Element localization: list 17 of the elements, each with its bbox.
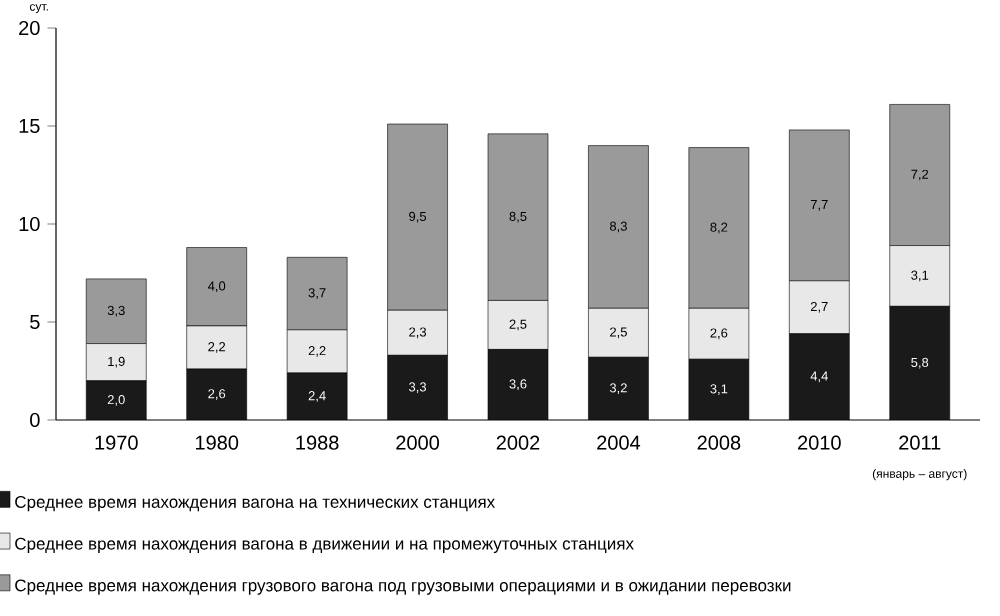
- x-tick-label: 2008: [697, 435, 741, 450]
- x-tick-label: 1970: [95, 435, 138, 450]
- x-tick-label: 2002: [496, 435, 540, 450]
- x-tick-label: 2000: [396, 435, 440, 450]
- y-tick-label: 20: [19, 20, 40, 36]
- legend-label: Среднее время нахождения вагона в движении и на промежуточных станциях: [15, 537, 634, 554]
- y-tick-label: 5: [30, 315, 40, 329]
- x-tick-label: 1980: [195, 435, 239, 450]
- x-tick-label: 2011: [899, 435, 941, 450]
- y-tick-label: 15: [19, 119, 40, 133]
- x-tick-label: 1988: [296, 435, 339, 450]
- x-tick-label: 2010: [798, 435, 841, 450]
- legend-label: Среднее время нахождения грузового вагона под грузовыми операциями и в ожидании перевозки: [15, 579, 791, 595]
- x-tick-label: 2004: [597, 435, 641, 450]
- y-tick-label: 10: [19, 216, 40, 232]
- y-tick-label: 0: [30, 412, 40, 428]
- legend-label: Среднее время нахождения вагона на технических станциях: [15, 495, 496, 512]
